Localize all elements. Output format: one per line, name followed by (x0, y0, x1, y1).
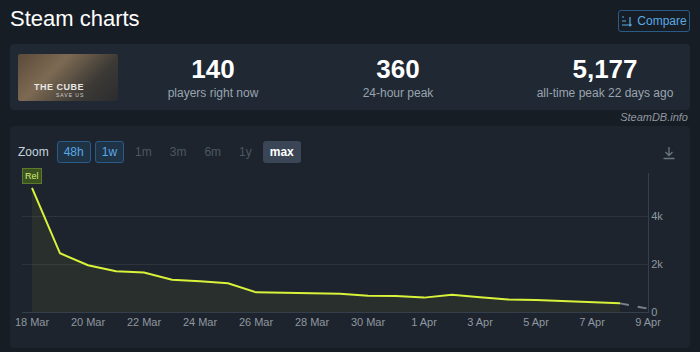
svg-text:24 Mar: 24 Mar (183, 316, 218, 328)
html-text:1m: 1m (135, 145, 152, 159)
svg-text:Rel: Rel (25, 171, 39, 181)
html-text:SAVE US: SAVE US (56, 92, 85, 98)
html-text:360: 360 (376, 54, 420, 84)
svg-text:5 Apr: 5 Apr (523, 316, 549, 328)
svg-text:28 Mar: 28 Mar (295, 316, 330, 328)
html-text:3m: 3m (169, 145, 187, 159)
html-text:THE CUBE: THE CUBE (34, 82, 84, 92)
svg-text:3 Apr: 3 Apr (467, 316, 493, 328)
html-text:48h: 48h (63, 145, 84, 159)
html-text:1y: 1y (239, 145, 252, 159)
html-text:max: max (269, 145, 294, 159)
svg-text:22 Mar: 22 Mar (127, 316, 162, 328)
svg-text:7 Apr: 7 Apr (579, 316, 605, 328)
svg-text:9 Apr: 9 Apr (635, 316, 661, 328)
html-text:Steam charts: Steam charts (10, 6, 140, 31)
html-text:Zoom: Zoom (18, 145, 49, 159)
svg-text:0: 0 (651, 306, 657, 318)
svg-text:18 Mar: 18 Mar (15, 316, 50, 328)
html-text:Compare: Compare (637, 14, 687, 28)
html-text:1w: 1w (101, 145, 118, 159)
svg-text:30 Mar: 30 Mar (351, 316, 386, 328)
svg-text:1 Apr: 1 Apr (411, 316, 437, 328)
html-text:players right now: players right now (167, 86, 259, 100)
svg-text:4k: 4k (651, 210, 663, 222)
svg-text:26 Mar: 26 Mar (239, 316, 274, 328)
svg-text:20 Mar: 20 Mar (71, 316, 106, 328)
html-text:6m: 6m (204, 145, 222, 159)
html-text:SteamDB.info: SteamDB.info (620, 111, 688, 123)
html-text:5,177: 5,177 (572, 54, 638, 84)
html-text:all-time peak 22 days ago: all-time peak 22 days ago (536, 86, 674, 100)
html-text:24-hour peak: 24-hour peak (362, 86, 434, 100)
svg-text:2k: 2k (651, 258, 663, 270)
html-text:140: 140 (191, 54, 235, 84)
